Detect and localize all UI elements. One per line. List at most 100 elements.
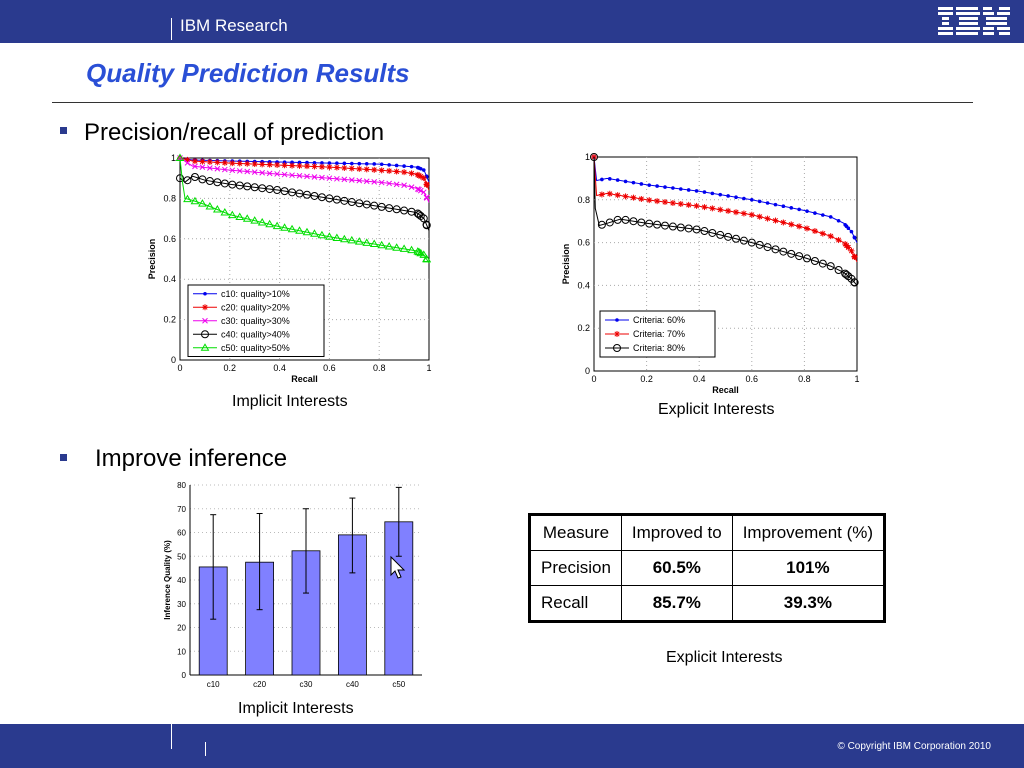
y-tick-label: 20 [177,624,186,633]
data-point [685,201,692,208]
data-point [341,176,348,183]
x-tick-label: 0.2 [640,374,653,384]
data-point [724,232,733,241]
data-point [342,161,347,166]
y-tick-label: 40 [177,576,186,585]
data-point [417,187,424,194]
data-point [669,200,676,207]
data-point [796,223,803,230]
data-point [289,162,296,169]
x-tick-label: 0.2 [224,363,237,373]
data-point [310,191,319,200]
data-point [622,193,629,200]
data-point [692,225,701,234]
series-3 [590,153,859,287]
y-tick-label: 10 [177,647,186,656]
data-point [327,161,332,165]
data-point [297,160,302,165]
ibm-logo-icon [938,7,1010,35]
data-point [764,215,771,222]
data-point [771,245,780,254]
table-cell: Precision [529,550,622,586]
data-point [250,183,259,192]
x-tick-label: c10 [207,680,220,689]
data-point [606,190,613,197]
data-point [192,163,198,170]
data-point [614,192,621,199]
data-point [693,202,700,209]
table-cell: 85.7% [620,585,733,622]
data-point [747,238,756,247]
header-brand: IBM Research [180,16,288,35]
x-tick-label: 0 [591,374,596,384]
table-cell: 39.3% [731,585,886,622]
data-point [227,210,237,219]
data-point [318,163,325,170]
data-point [805,209,809,213]
data-point [347,235,357,244]
data-point [734,195,738,200]
data-point [378,167,385,174]
data-point [236,168,243,174]
data-point [229,160,236,167]
legend-marker [202,317,208,324]
data-point [710,191,715,196]
data-point [418,167,423,171]
data-point [638,195,645,202]
data-point [334,175,340,182]
legend-entry: c30: quality>30% [221,316,290,326]
data-point [266,161,273,168]
data-point [401,169,408,176]
data-point [377,240,387,249]
header-bar: IBM Research [0,0,1024,43]
data-point [392,243,402,251]
y-tick-label: 0.8 [577,195,590,205]
data-point [788,221,795,228]
data-point [235,181,244,190]
data-point [408,170,415,177]
data-point [850,278,859,287]
legend-entry: c40: quality>40% [221,329,290,339]
data-point [661,221,670,230]
data-point [639,182,644,186]
data-point [319,174,325,181]
data-point [265,219,275,228]
data-point [386,167,393,174]
data-point [295,226,304,234]
data-point [229,167,236,174]
data-point [326,175,333,182]
data-point [423,181,430,188]
data-point [385,204,394,213]
data-point [305,160,309,165]
data-point [420,175,427,182]
data-point [257,217,267,226]
x-tick-label: 0.4 [693,374,706,384]
y-axis-label: Inference Quality (%) [163,540,172,620]
caption-implicit-bar: Implicit Interests [238,700,354,717]
y-tick-label: 0.2 [163,315,176,325]
data-point [205,201,215,210]
data-point [206,158,213,165]
data-point [371,178,378,185]
data-point [199,158,206,165]
data-point [220,208,230,216]
data-point [415,210,424,219]
data-point [357,161,362,166]
data-point [320,161,324,165]
data-point [708,228,717,237]
data-point [377,202,386,211]
legend-marker [201,330,209,339]
data-point [419,214,428,223]
table-row: Precision 60.5% 101% [529,550,886,586]
data-point [630,194,637,201]
legend-marker [615,318,619,322]
explicit-precision-recall-chart: 0 0.2 0.4 0.6 0.8 1 0 0.2 0.4 0.6 0.8 1 Recall Precis… [561,152,860,394]
title-divider [52,102,973,103]
data-point [190,196,200,205]
data-point [849,229,854,234]
data-point [183,194,192,203]
data-point [684,224,693,233]
data-point [304,173,310,180]
x-tick-label: c50 [392,680,405,689]
table-header-cell: Measure [529,514,622,551]
